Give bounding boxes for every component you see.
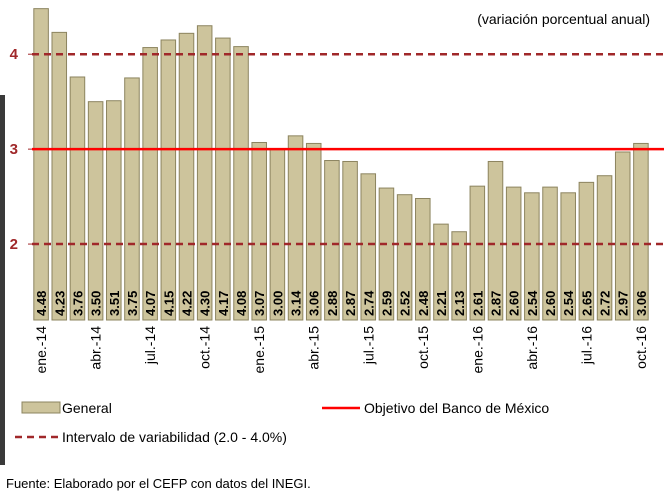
value-label: 2.74 — [361, 290, 376, 316]
bar — [124, 77, 140, 321]
x-tick-label: oct.-15 — [415, 326, 431, 369]
value-label: 2.60 — [543, 291, 558, 316]
bar — [415, 197, 431, 321]
value-label: 3.14 — [289, 290, 304, 316]
bar — [33, 8, 49, 321]
bar — [451, 231, 467, 321]
x-tick-label: ene.-16 — [469, 326, 485, 374]
bar — [378, 187, 395, 321]
value-label: 4.08 — [234, 291, 249, 316]
value-label: 3.06 — [307, 291, 322, 316]
x-tick-label: oct.-16 — [633, 326, 649, 369]
value-label: 4.17 — [216, 291, 231, 316]
y-tick-label: 4 — [10, 46, 19, 63]
bar — [487, 160, 504, 321]
value-label: 2.13 — [452, 291, 467, 316]
value-label: 2.60 — [507, 291, 522, 316]
bar — [614, 151, 631, 321]
bar — [305, 142, 322, 321]
bar — [106, 100, 122, 321]
value-label: 3.50 — [89, 291, 104, 316]
value-label: 2.59 — [379, 291, 394, 316]
bar — [51, 31, 68, 321]
y-tick-label: 2 — [10, 236, 18, 253]
x-tick-label: ene.-15 — [251, 326, 267, 374]
x-tick-label: jul.-15 — [360, 326, 376, 365]
x-tick-label: abr.-16 — [524, 326, 540, 370]
value-label: 4.15 — [161, 291, 176, 316]
frame-edge — [0, 95, 5, 465]
bar — [469, 185, 486, 321]
value-label: 2.97 — [616, 291, 631, 316]
value-label: 3.00 — [270, 291, 285, 316]
bar — [433, 223, 449, 321]
chart-subtitle: (variación porcentual anual) — [477, 11, 650, 27]
value-label: 2.48 — [416, 291, 431, 316]
bar — [142, 47, 158, 321]
bar — [560, 192, 576, 321]
bar — [578, 181, 595, 321]
bar — [87, 101, 104, 321]
bar — [233, 46, 249, 321]
bar — [287, 135, 304, 321]
value-label: 2.61 — [470, 291, 485, 316]
value-label: 2.21 — [434, 291, 449, 316]
bar — [324, 160, 340, 321]
value-label: 2.52 — [398, 291, 413, 316]
y-tick-label: 3 — [10, 141, 18, 158]
value-label: 3.51 — [107, 291, 122, 316]
value-label: 2.72 — [598, 291, 613, 316]
value-label: 2.88 — [325, 291, 340, 316]
value-label: 3.75 — [125, 291, 140, 316]
legend-label: General — [62, 400, 112, 416]
value-label: 2.65 — [579, 291, 594, 316]
bar — [196, 25, 213, 321]
bar — [596, 175, 613, 321]
bar — [178, 32, 195, 321]
x-tick-label: jul.-14 — [142, 326, 158, 365]
legend-label: Intervalo de variabilidad (2.0 - 4.0%) — [62, 429, 287, 445]
value-label: 2.54 — [561, 290, 576, 316]
x-tick-label: abr.-15 — [306, 326, 322, 370]
value-label: 2.54 — [525, 290, 540, 316]
bar — [251, 141, 267, 321]
x-tick-label: oct.-14 — [197, 326, 213, 369]
x-tick-label: ene.-14 — [33, 326, 49, 374]
value-label: 2.87 — [489, 291, 504, 316]
bar — [215, 37, 231, 321]
bar — [69, 76, 86, 321]
bar — [342, 160, 358, 321]
source-note: Fuente: Elaborado por el CEFP con datos … — [6, 476, 311, 491]
legend-swatch — [21, 401, 61, 414]
value-label: 4.07 — [143, 291, 158, 316]
value-label: 2.87 — [343, 291, 358, 316]
value-label: 3.07 — [252, 291, 267, 316]
bar — [360, 173, 377, 321]
value-label: 4.23 — [52, 291, 67, 316]
legend-label: Objetivo del Banco de México — [364, 400, 549, 416]
bar — [160, 39, 177, 321]
value-label: 4.48 — [34, 291, 49, 316]
value-label: 4.22 — [180, 291, 195, 316]
value-label: 3.06 — [634, 291, 649, 316]
bar — [524, 192, 540, 321]
x-tick-label: abr.-14 — [88, 326, 104, 370]
bar — [633, 142, 649, 321]
bar — [542, 186, 558, 321]
bar — [505, 186, 522, 321]
bar — [396, 194, 413, 321]
value-label: 3.76 — [70, 291, 85, 316]
value-label: 4.30 — [198, 291, 213, 316]
x-tick-label: jul.-16 — [578, 326, 594, 365]
